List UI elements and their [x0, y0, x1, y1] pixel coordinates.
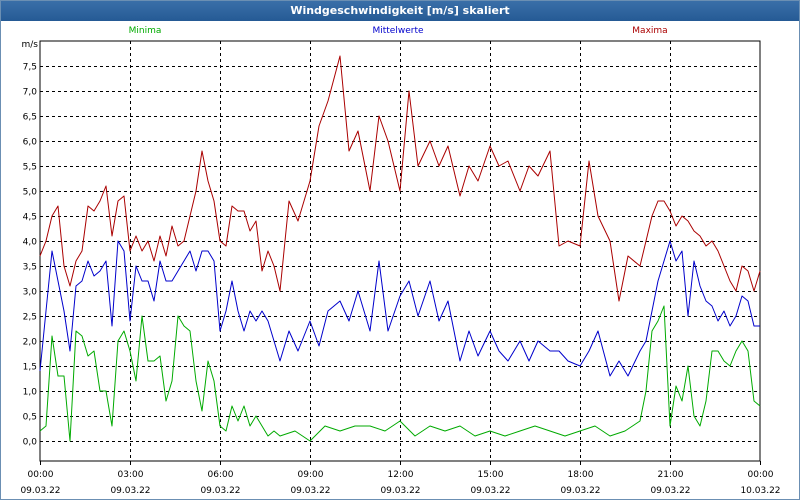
series-line-minima	[39, 305, 761, 442]
y-axis-ticks: 0,0 0,5 1,0 1,5 2,0 2,5 3,0 3,5 4,0 4,5 5,0 5,5 6,0 6…	[23, 63, 38, 448]
x-tick-date: 09.03.22	[20, 486, 60, 496]
window-title: Windgeschwindigkeit [m/s] skaliert	[1, 1, 799, 21]
grid	[40, 41, 760, 461]
series-line-maxima	[39, 55, 761, 302]
x-tick-time: 09:00	[298, 470, 324, 480]
y-tick-label: 3,5	[23, 263, 37, 273]
y-tick-label: 0,5	[23, 413, 37, 423]
x-axis-ticks: 00:00 09.03.22 03:00 09.03.22 06:00 09.03.22 0…	[20, 461, 781, 496]
y-tick-label: 0,0	[23, 438, 38, 448]
y-tick-label: 2,0	[23, 338, 38, 348]
series-line-mittelwerte	[39, 240, 760, 377]
x-tick-date: 09.03.22	[380, 486, 420, 496]
x-tick-date: 09.03.22	[290, 486, 330, 496]
x-tick-date: 09.03.22	[110, 486, 150, 496]
x-tick-date: 10.03.22	[740, 486, 780, 496]
y-tick-label: 7,0	[23, 88, 38, 98]
x-tick-time: 06:00	[208, 470, 234, 480]
legend-mittelwerte: Mittelwerte	[372, 26, 423, 36]
y-tick-label: 1,5	[23, 363, 37, 373]
y-tick-label: 6,0	[23, 138, 38, 148]
x-tick-date: 09.03.22	[200, 486, 240, 496]
x-tick-date: 09.03.22	[470, 486, 510, 496]
x-tick-time: 21:00	[658, 470, 684, 480]
x-tick-time: 12:00	[388, 470, 414, 480]
y-tick-label: 7,5	[23, 63, 37, 73]
x-tick-time: 15:00	[478, 470, 504, 480]
y-tick-label: 5,5	[23, 163, 37, 173]
x-tick-time: 00:00	[28, 470, 54, 480]
x-tick-time: 18:00	[568, 470, 594, 480]
y-tick-label: 4,5	[23, 213, 37, 223]
series-lines	[39, 55, 761, 442]
legend-maxima: Maxima	[632, 26, 667, 36]
x-tick-date: 09.03.22	[650, 486, 690, 496]
x-tick-time: 00:00	[748, 470, 774, 480]
y-tick-label: 5,0	[23, 188, 38, 198]
x-tick-date: 09.03.22	[560, 486, 600, 496]
x-tick-time: 03:00	[118, 470, 144, 480]
y-tick-label: 4,0	[23, 238, 38, 248]
y-tick-label: 2,5	[23, 313, 37, 323]
y-tick-label: 3,0	[23, 288, 38, 298]
y-axis-unit-label: m/s	[22, 40, 39, 50]
y-tick-label: 1,0	[23, 388, 38, 398]
legend-minima: Minima	[129, 26, 162, 36]
y-tick-label: 6,5	[23, 113, 37, 123]
